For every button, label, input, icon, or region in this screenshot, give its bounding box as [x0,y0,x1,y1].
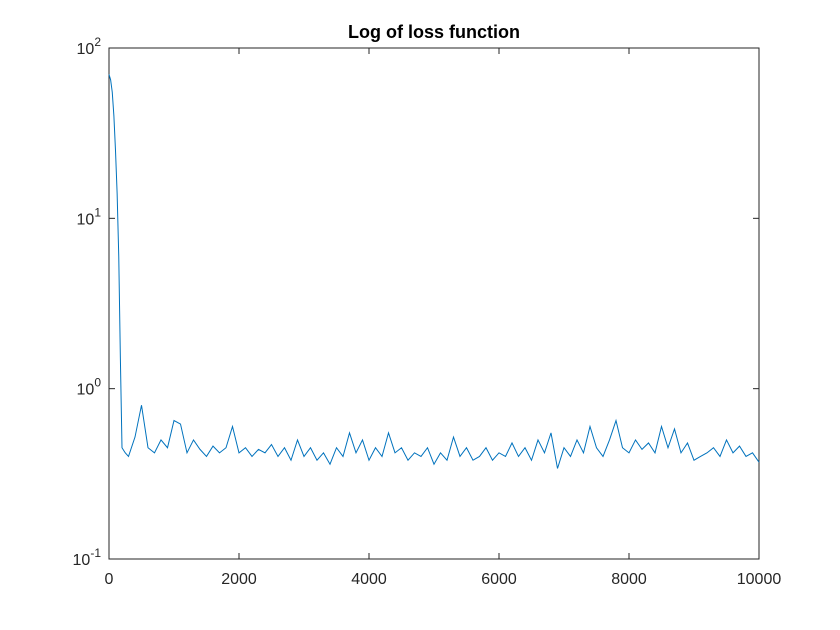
data-line [108,74,760,469]
x-tick-label: 6000 [481,571,517,588]
y-tick-label: 100 [77,376,102,399]
x-tick-label: 10000 [737,571,782,588]
x-tick-label: 8000 [611,571,647,588]
y-tick-label: 102 [77,35,102,58]
plot-frame [108,47,760,560]
chart-title: Log of loss function [348,22,520,42]
x-tick-label: 0 [105,571,114,588]
x-tick-label: 2000 [221,571,257,588]
y-tick-label: 10-1 [73,546,102,569]
y-tick-label: 101 [77,205,102,228]
x-tick-label: 4000 [351,571,387,588]
